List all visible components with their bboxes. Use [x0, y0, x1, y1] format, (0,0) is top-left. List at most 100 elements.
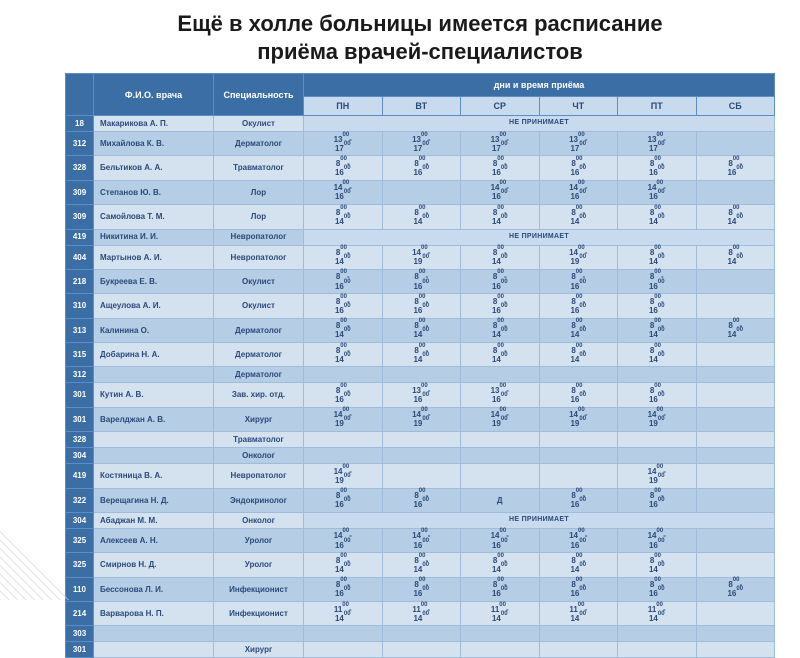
cell-time: 800-1600: [539, 294, 618, 318]
table-row: 312Михайлова К. В.Дерматолог1300-1700130…: [66, 132, 775, 156]
cell-spec: Лор: [214, 205, 304, 229]
cell-time: [304, 448, 383, 464]
cell-spec: Онколог: [214, 448, 304, 464]
col-sat: СБ: [696, 97, 775, 116]
table-row: 304 Онколог: [66, 448, 775, 464]
cell-time: [696, 528, 775, 552]
table-row: 309Самойлова Т. М.Лор800-1400800-1400800…: [66, 205, 775, 229]
cell-time: [304, 642, 383, 658]
cell-spec: Окулист: [214, 269, 304, 293]
cell-time: 1300-1700: [618, 132, 697, 156]
cell-name: [94, 448, 214, 464]
cell-spec: Дерматолог: [214, 343, 304, 367]
cell-time: 800-1600: [618, 488, 697, 512]
col-fri: ПТ: [618, 97, 697, 116]
cell-time: [382, 642, 461, 658]
schedule-table-wrap: Ф.И.О. врача Специальность дни и время п…: [65, 73, 775, 658]
cell-spec: Инфекционист: [214, 602, 304, 626]
table-body: 18Макарикова А. П.ОкулистНЕ ПРИНИМАЕТ312…: [66, 116, 775, 658]
cell-time: 800-1600: [618, 294, 697, 318]
cell-time: Д: [461, 488, 540, 512]
cell-spec: Дерматолог: [214, 318, 304, 342]
cell-spec: Невропатолог: [214, 245, 304, 269]
cell-spec: Окулист: [214, 116, 304, 132]
cell-time: [461, 642, 540, 658]
cell-name: Никитина И. И.: [94, 229, 214, 245]
cell-time: 800-1600: [304, 269, 383, 293]
table-row: 18Макарикова А. П.ОкулистНЕ ПРИНИМАЕТ: [66, 116, 775, 132]
table-row: 301Варелджан А. В.Хирург1400-19001400-19…: [66, 407, 775, 431]
col-fio: Ф.И.О. врача: [94, 74, 214, 116]
cell-spec: Травматолог: [214, 432, 304, 448]
cell-name: Степанов Ю. В.: [94, 180, 214, 204]
col-tue: ВТ: [382, 97, 461, 116]
cell-spec: Уролог: [214, 553, 304, 577]
table-row: 218Букреева Е. В.Окулист800-1600800-1600…: [66, 269, 775, 293]
cell-time: [382, 180, 461, 204]
cell-time: 1300-1700: [461, 132, 540, 156]
cell-time: [696, 553, 775, 577]
cell-time: [696, 180, 775, 204]
cell-name: [94, 367, 214, 383]
title-line-2: приёма врачей-специалистов: [257, 39, 583, 64]
col-days-group: дни и время приёма: [304, 74, 775, 97]
cell-name: Ащеулова А. И.: [94, 294, 214, 318]
cell-name: [94, 626, 214, 642]
cell-time: 800-1600: [618, 156, 697, 180]
cell-spec: Окулист: [214, 294, 304, 318]
cell-time: 800-1400: [382, 553, 461, 577]
table-row: 315Добарина Н. А.Дерматолог800-1400800-1…: [66, 343, 775, 367]
cell-room: 328: [66, 156, 94, 180]
cell-name: Бессонова Л. И.: [94, 577, 214, 601]
cell-time: 1100-1400: [539, 602, 618, 626]
cell-time: [382, 367, 461, 383]
cell-room: 328: [66, 432, 94, 448]
cell-name: Верещагина Н. Д.: [94, 488, 214, 512]
cell-room: 301: [66, 407, 94, 431]
table-row: 309Степанов Ю. В.Лор1400-16001400-160014…: [66, 180, 775, 204]
cell-time: [461, 464, 540, 488]
cell-time: 800-1400: [304, 318, 383, 342]
cell-time: 800-1400: [461, 553, 540, 577]
cell-time: 1400-1600: [618, 528, 697, 552]
cell-time: [696, 488, 775, 512]
cell-time: [461, 626, 540, 642]
cell-no-admit: НЕ ПРИНИМАЕТ: [304, 116, 775, 132]
cell-time: 800-1600: [618, 269, 697, 293]
cell-time: 800-1600: [382, 577, 461, 601]
cell-time: 800-1600: [304, 577, 383, 601]
table-row: 301Хирург: [66, 642, 775, 658]
cell-time: 1400-1600: [461, 528, 540, 552]
cell-time: 800-1600: [461, 294, 540, 318]
cell-time: 800-1600: [696, 156, 775, 180]
cell-time: 1400-1900: [539, 245, 618, 269]
cell-time: 800-1400: [461, 318, 540, 342]
cell-time: [539, 448, 618, 464]
table-row: 322Верещагина Н. Д.Эндокринолог800-16008…: [66, 488, 775, 512]
cell-time: 1400-1900: [382, 245, 461, 269]
cell-room: 304: [66, 448, 94, 464]
cell-time: 800-1400: [539, 318, 618, 342]
cell-time: [696, 642, 775, 658]
cell-time: [618, 626, 697, 642]
cell-time: 1300-1700: [304, 132, 383, 156]
cell-time: 1400-1600: [539, 180, 618, 204]
cell-spec: Лор: [214, 180, 304, 204]
cell-time: 1300-1700: [539, 132, 618, 156]
cell-room: 313: [66, 318, 94, 342]
cell-spec: Эндокринолог: [214, 488, 304, 512]
cell-time: [696, 448, 775, 464]
cell-spec: Дерматолог: [214, 132, 304, 156]
cell-time: [304, 432, 383, 448]
cell-time: [618, 432, 697, 448]
cell-time: [696, 132, 775, 156]
cell-room: 312: [66, 132, 94, 156]
cell-time: 800-1600: [382, 294, 461, 318]
cell-time: [382, 464, 461, 488]
cell-time: [696, 626, 775, 642]
cell-spec: Хирург: [214, 407, 304, 431]
cell-room: 322: [66, 488, 94, 512]
cell-time: [539, 464, 618, 488]
cell-spec: Невропатолог: [214, 229, 304, 245]
cell-name: Смирнов Н. Д.: [94, 553, 214, 577]
